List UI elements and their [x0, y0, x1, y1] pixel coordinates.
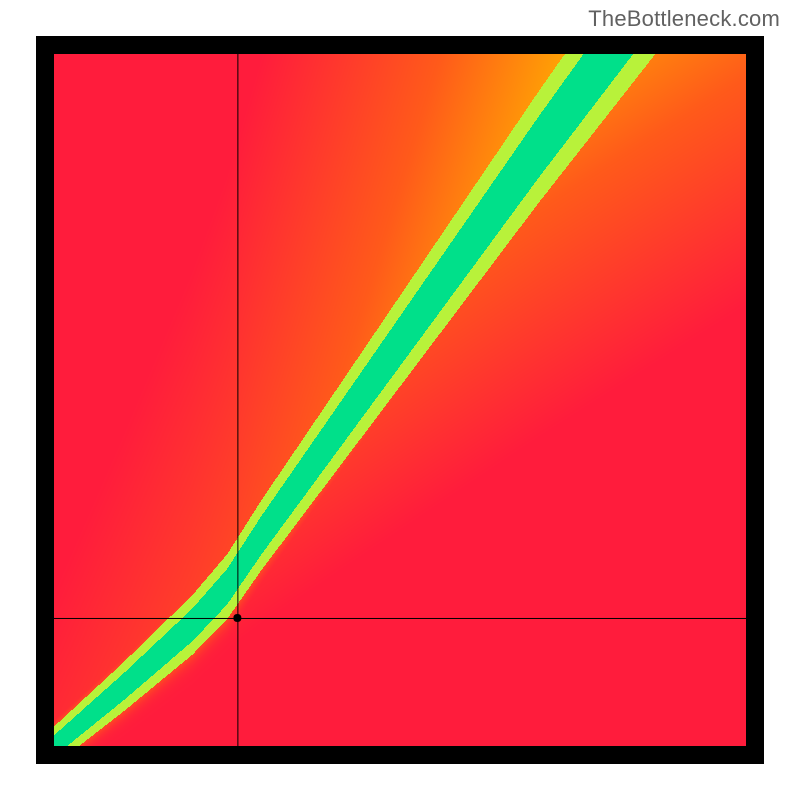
bottleneck-heatmap	[54, 54, 746, 746]
chart-outer-frame	[36, 36, 764, 764]
watermark-text: TheBottleneck.com	[588, 6, 780, 32]
chart-inner	[54, 54, 746, 746]
page-container: TheBottleneck.com	[0, 0, 800, 800]
